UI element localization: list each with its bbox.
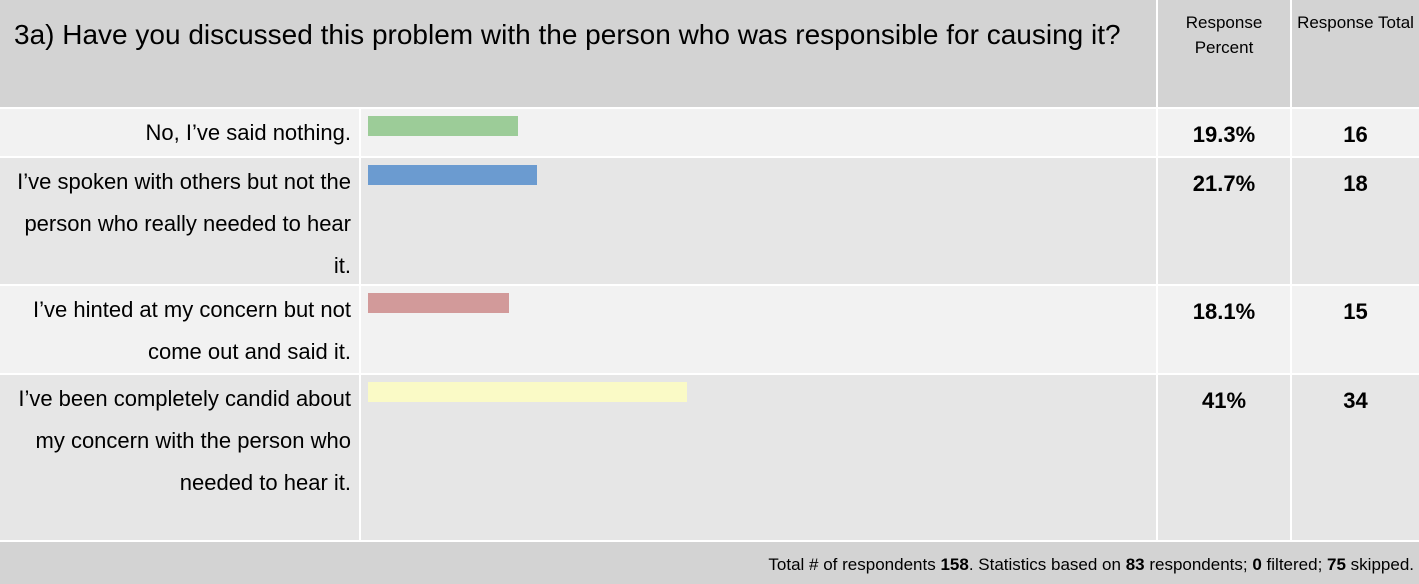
footer-suffix: skipped.: [1345, 555, 1414, 574]
footer-mid2: respondents;: [1144, 555, 1253, 574]
response-row: I’ve hinted at my concern but not come o…: [0, 286, 1419, 375]
response-row: I’ve been completely candid about my con…: [0, 375, 1419, 542]
response-row: I’ve spoken with others but not the pers…: [0, 158, 1419, 286]
footer-mid3: filtered;: [1261, 555, 1328, 574]
filtered-count: 0: [1252, 555, 1262, 574]
response-bar: [368, 382, 687, 402]
respondents-summary: Total # of respondents 158. Statistics b…: [0, 542, 1419, 584]
category-label: I’ve been completely candid about my con…: [0, 375, 361, 540]
footer-prefix: Total # of respondents: [768, 555, 941, 574]
response-total-value: 15: [1343, 299, 1368, 324]
skipped-count: 75: [1327, 555, 1346, 574]
response-row: No, I’ve said nothing. 19.3% 16: [0, 109, 1419, 158]
response-percent-value: 41%: [1158, 375, 1292, 540]
response-percent-value: 18.1%: [1158, 286, 1292, 373]
bar-cell: [361, 109, 1158, 156]
response-bar: [368, 165, 537, 185]
category-label: I’ve hinted at my concern but not come o…: [0, 286, 361, 373]
response-total-value: 18: [1343, 171, 1368, 196]
response-percent-value: 21.7%: [1158, 158, 1292, 284]
response-total-value: 16: [1343, 122, 1368, 147]
based-on-count: 83: [1125, 555, 1145, 574]
category-label: I’ve spoken with others but not the pers…: [0, 158, 361, 284]
response-bar: [368, 116, 518, 136]
bar-cell: [361, 158, 1158, 284]
question-header: 3a) Have you discussed this problem with…: [0, 0, 1419, 109]
bar-cell: [361, 375, 1158, 540]
response-percent-value: 19.3%: [1158, 109, 1292, 156]
question-title: 3a) Have you discussed this problem with…: [0, 0, 1158, 107]
bar-cell: [361, 286, 1158, 373]
response-total-header: Response Total: [1297, 13, 1414, 32]
response-bar: [368, 293, 509, 313]
footer-mid1: . Statistics based on: [968, 555, 1126, 574]
response-total-value: 34: [1343, 388, 1368, 413]
total-respondents: 158: [940, 555, 969, 574]
category-label: No, I’ve said nothing.: [0, 109, 361, 156]
response-percent-header: Response Percent: [1158, 0, 1292, 107]
response-rows: No, I’ve said nothing. 19.3% 16 I’ve spoken…: [0, 109, 1419, 542]
